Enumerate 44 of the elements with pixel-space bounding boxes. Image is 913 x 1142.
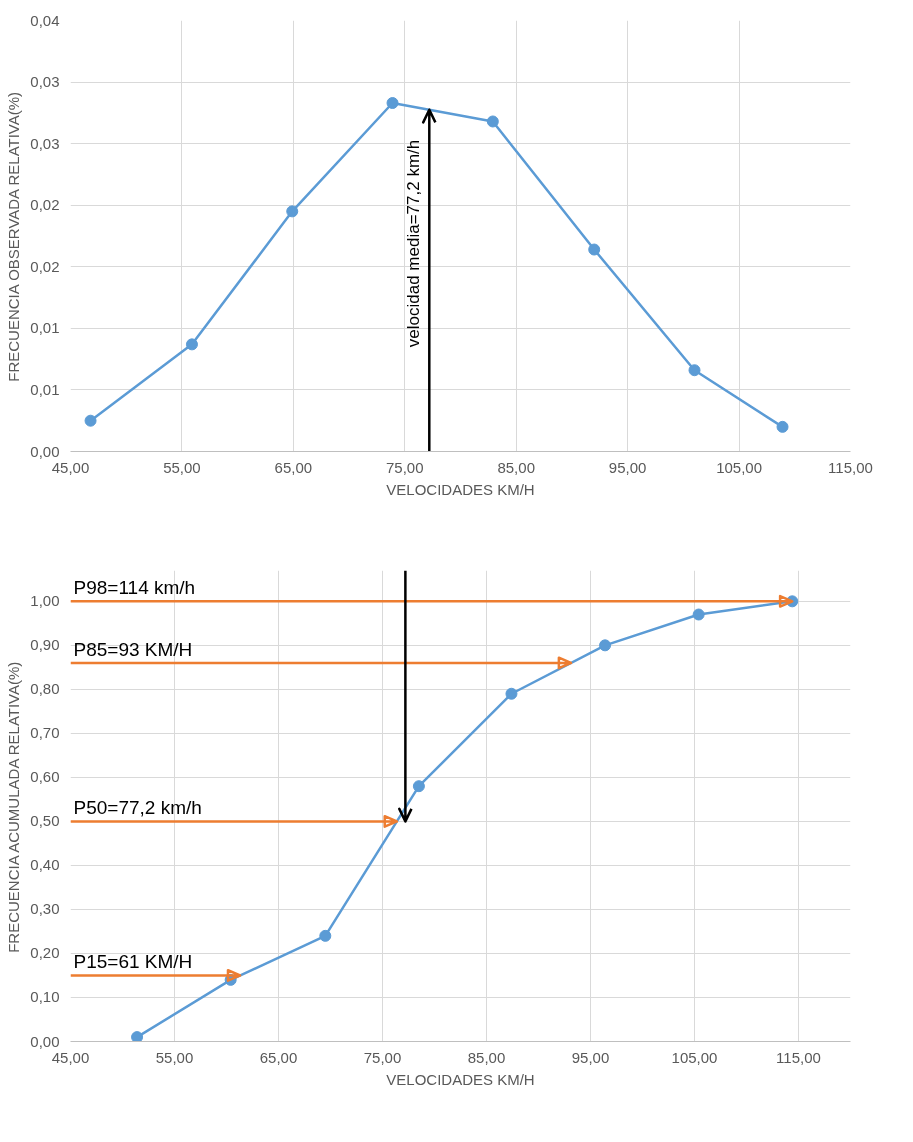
x-tick-label: 85,00 bbox=[467, 1048, 506, 1066]
x-tick-label: 55,00 bbox=[155, 1048, 194, 1066]
y-axis-title: FRECUENCIA ACUMULADA RELATIVA(%) bbox=[5, 661, 23, 953]
y-tick-label: 0,01 bbox=[30, 380, 60, 398]
y-tick-label: 0,02 bbox=[30, 257, 60, 275]
y-tick-label: 0,10 bbox=[30, 988, 60, 1006]
y-tick-label: 0,70 bbox=[30, 724, 60, 742]
y-tick-label: 0,04 bbox=[30, 11, 60, 29]
y-tick-label: 0,90 bbox=[30, 636, 60, 654]
x-tick-label: 65,00 bbox=[259, 1048, 298, 1066]
y-tick-label: 0,30 bbox=[30, 900, 60, 918]
y-tick-label: 0,03 bbox=[30, 134, 60, 152]
y-tick-label: 0,00 bbox=[30, 442, 60, 460]
x-tick-label: 75,00 bbox=[363, 1048, 402, 1066]
annotation: P85=93 KM/H bbox=[73, 638, 193, 660]
annotation: P50=77,2 km/h bbox=[73, 797, 202, 819]
y-tick-label: 0,02 bbox=[30, 196, 60, 214]
x-tick-label: 105,00 bbox=[716, 458, 763, 476]
y-tick-label: 0,00 bbox=[30, 1032, 60, 1050]
y-tick-label: 0,40 bbox=[30, 856, 60, 874]
y-tick-label: 0,60 bbox=[30, 768, 60, 786]
x-axis-title: VELOCIDADES KM/H bbox=[386, 480, 535, 498]
x-tick-label: 105,00 bbox=[671, 1048, 718, 1066]
x-tick-label: 65,00 bbox=[274, 458, 313, 476]
y-tick-label: 0,03 bbox=[30, 73, 60, 91]
x-tick-label: 95,00 bbox=[608, 458, 647, 476]
y-tick-label: 0,01 bbox=[30, 319, 60, 337]
x-tick-label: 45,00 bbox=[51, 458, 90, 476]
x-tick-label: 85,00 bbox=[497, 458, 535, 476]
y-axis-title: FRECUENCIA OBSERVADA RELATIVA(%) bbox=[5, 91, 23, 382]
y-tick-label: 0,20 bbox=[30, 944, 60, 962]
y-tick-label: 0,50 bbox=[30, 812, 60, 830]
ref-line-label: velocidad media=77,2 km/h bbox=[404, 139, 424, 348]
y-tick-label: 0,80 bbox=[30, 680, 60, 698]
x-tick-label: 115,00 bbox=[828, 458, 873, 476]
x-tick-label: 95,00 bbox=[571, 1048, 610, 1066]
annotation: P98=114 km/h bbox=[73, 577, 196, 599]
x-tick-label: 55,00 bbox=[163, 458, 201, 476]
x-tick-label: 115,00 bbox=[776, 1048, 821, 1066]
x-tick-label: 75,00 bbox=[386, 458, 424, 476]
x-axis-title: VELOCIDADES KM/H bbox=[386, 1070, 535, 1088]
y-tick-label: 1,00 bbox=[30, 592, 60, 610]
x-tick-label: 45,00 bbox=[51, 1048, 90, 1066]
annotation: P15=61 KM/H bbox=[73, 951, 193, 973]
